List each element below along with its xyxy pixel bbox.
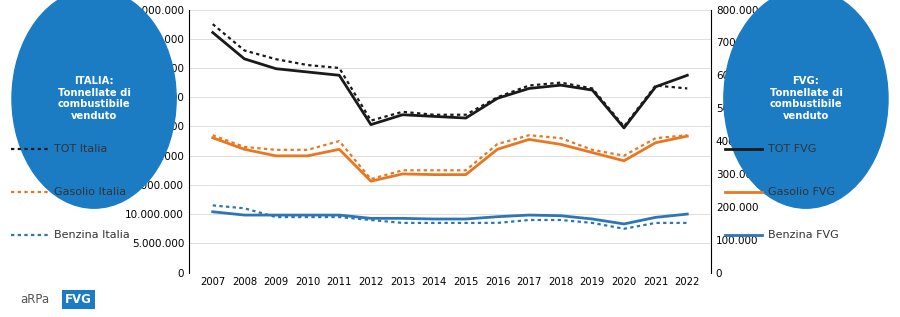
Text: Gasolio Italia: Gasolio Italia bbox=[54, 187, 126, 197]
Text: FVG: FVG bbox=[65, 293, 92, 306]
Circle shape bbox=[12, 0, 176, 208]
Text: Benzina FVG: Benzina FVG bbox=[768, 230, 839, 240]
Text: TOT FVG: TOT FVG bbox=[768, 144, 816, 154]
Circle shape bbox=[724, 0, 888, 208]
Text: FVG:
Tonnellate di
combustibile
venduto: FVG: Tonnellate di combustibile venduto bbox=[770, 76, 842, 121]
Text: Benzina Italia: Benzina Italia bbox=[54, 230, 130, 240]
Text: Gasolio FVG: Gasolio FVG bbox=[768, 187, 835, 197]
Text: aRPa: aRPa bbox=[20, 293, 49, 306]
Text: TOT Italia: TOT Italia bbox=[54, 144, 107, 154]
Text: ITALIA:
Tonnellate di
combustibile
venduto: ITALIA: Tonnellate di combustibile vendu… bbox=[58, 76, 130, 121]
